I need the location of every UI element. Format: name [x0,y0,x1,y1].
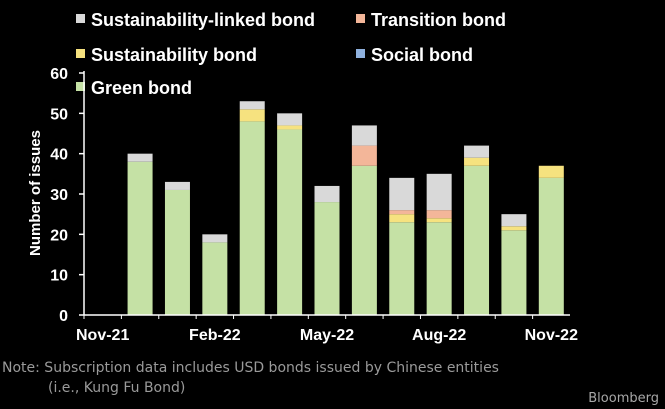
x-tick-label: May-22 [300,327,354,344]
bar-segment [127,153,153,162]
bar-segment [389,210,415,215]
bar-segment [239,109,265,122]
y-tick-label: 60 [50,66,68,83]
bar-segment [389,177,415,211]
footnote: Note: Subscription data includes USD bon… [2,358,499,398]
bar-segment [426,222,452,315]
bar-segment [389,222,415,315]
chart: Sustainability-linked bond Transition bon… [27,10,578,344]
bar-segment [501,214,527,227]
bar-segment [464,157,490,166]
legend-swatch [76,82,85,91]
bar-segment [464,165,490,315]
bar-segment [351,125,377,146]
bar-segment [202,242,228,315]
legend-swatch [76,49,85,58]
bar-segment [239,101,265,110]
y-tick-label: 20 [50,227,68,244]
source-brand: Bloomberg [588,391,659,406]
bar-segment [351,165,377,315]
bars [127,101,564,316]
footnote-line-1: Note: Subscription data includes USD bon… [2,360,499,376]
x-tick-label: Feb-22 [189,327,241,344]
bar-segment [538,165,564,178]
bar-segment [389,214,415,223]
bar-segment [538,177,564,315]
legend-label: Social bond [371,45,473,65]
bar-segment [426,218,452,223]
x-tick-label: Nov-21 [76,327,129,344]
bar-segment [314,202,340,315]
bar-segment [501,226,527,231]
legend-swatch [356,49,365,58]
bar-segment [164,189,190,315]
legend-label: Sustainability bond [91,45,257,65]
bar-segment [277,125,303,130]
legend-label: Sustainability-linked bond [91,10,315,30]
bar-segment [351,145,377,166]
bar-segment [277,113,303,126]
y-tick-label: 0 [59,308,68,325]
bar-segment [127,161,153,315]
legend-swatch [356,14,365,23]
legend: Sustainability-linked bond Transition bon… [76,10,506,98]
x-tick-label: Nov-22 [525,327,578,344]
y-tick-label: 30 [50,187,68,204]
footnote-line-2: (i.e., Kung Fu Bond) [48,380,186,396]
x-tick-label: Aug-22 [412,327,466,344]
bar-segment [277,129,303,315]
bar-segment [239,121,265,316]
bar-segment [426,210,452,219]
x-axis: Nov-21 Feb-22 May-22 Aug-22 Nov-22 [76,314,578,344]
y-tick-label: 10 [50,268,68,285]
bar-segment [202,234,228,243]
y-axis: 0 10 20 30 40 50 60 [50,66,85,325]
y-tick-label: 40 [50,147,68,164]
legend-label: Transition bond [371,10,506,30]
y-axis-label: Number of issues [27,130,44,256]
bar-segment [426,173,452,211]
y-tick-label: 50 [50,106,68,123]
legend-label: Green bond [91,78,192,98]
bar-segment [164,181,190,190]
legend-swatch [76,14,85,23]
bar-segment [501,230,527,315]
bar-segment [464,145,490,158]
bar-segment [314,185,340,203]
